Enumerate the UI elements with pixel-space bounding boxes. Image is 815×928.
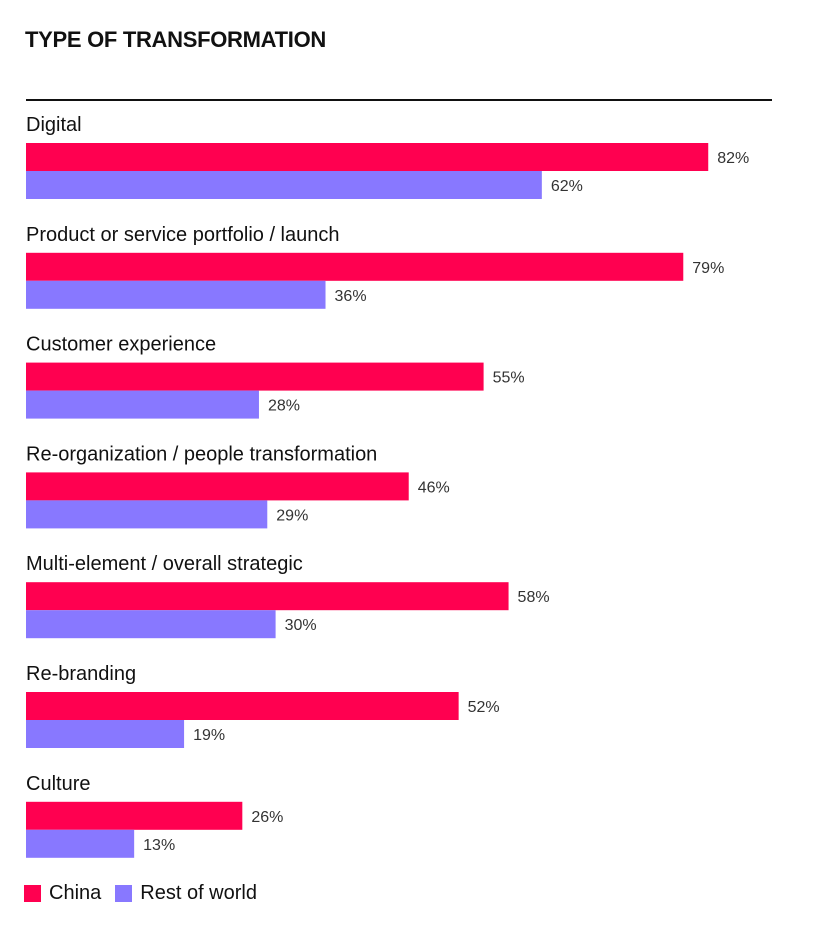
category-label: Product or service portfolio / launch — [26, 224, 340, 246]
data-label: 46% — [418, 479, 450, 496]
bar-china — [26, 692, 459, 720]
legend: China Rest of world — [24, 882, 271, 905]
data-label: 13% — [143, 837, 175, 854]
data-label: 52% — [468, 699, 500, 716]
data-label: 36% — [335, 288, 367, 305]
category-label: Culture — [26, 773, 90, 795]
bar-rest-of-world — [26, 390, 259, 419]
data-label: 19% — [193, 727, 225, 744]
legend-item-china: China — [24, 882, 101, 905]
legend-label-china: China — [49, 882, 102, 904]
bar-rest-of-world — [26, 829, 135, 858]
data-label: 79% — [692, 260, 724, 277]
legend-swatch-china — [24, 885, 41, 902]
data-label: 26% — [251, 809, 283, 826]
bar-china — [26, 362, 484, 391]
title-divider — [26, 99, 772, 101]
bar-rest-of-world — [26, 720, 185, 748]
data-label: 62% — [551, 178, 583, 195]
data-label: 55% — [493, 370, 525, 387]
bar-rest-of-world — [26, 500, 268, 529]
data-label: 28% — [268, 398, 300, 415]
bar-china — [26, 143, 709, 171]
chart-title: TYPE OF TRANSFORMATION — [25, 27, 326, 52]
legend-item-rest-of-world: Rest of world — [115, 882, 257, 905]
data-label: 30% — [285, 617, 317, 634]
legend-swatch-rest-of-world — [115, 885, 133, 902]
bar-china — [26, 472, 409, 501]
data-label: 58% — [518, 589, 550, 606]
category-label: Digital — [26, 114, 82, 136]
category-label: Multi-element / overall strategic — [26, 553, 303, 575]
data-label: 82% — [717, 150, 749, 167]
category-label: Customer experience — [26, 334, 216, 356]
category-label: Re-organization / people transformation — [26, 443, 377, 465]
category-label: Re-branding — [26, 663, 136, 685]
bar-china — [26, 252, 684, 281]
bar-rest-of-world — [26, 610, 276, 639]
bar-china — [26, 801, 243, 830]
bar-rest-of-world — [26, 171, 542, 199]
bar-rest-of-world — [26, 280, 326, 309]
legend-label-rest-of-world: Rest of world — [140, 882, 257, 904]
data-label: 29% — [276, 507, 308, 524]
bar-china — [26, 582, 509, 611]
